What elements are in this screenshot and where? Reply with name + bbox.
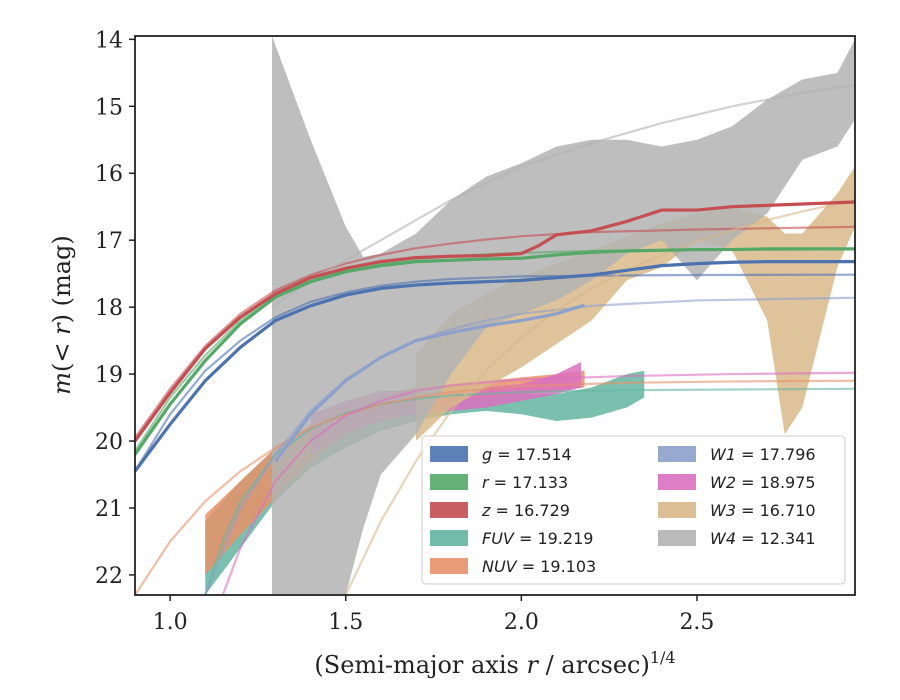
w3-legend-swatch [658,502,696,518]
r-measured-line [135,247,855,456]
plot-frame [134,35,856,596]
w2-model-line [221,371,855,595]
w4-band [271,36,855,595]
y-tick-label: 22 [95,564,123,589]
w2-legend-label: W2 = 18.975 [710,473,816,492]
x-axis-ticks: 1.0 1.5 2.0 2.5 [153,595,714,635]
w2-legend-swatch [658,474,696,490]
w1-legend-label: W1 = 17.796 [710,445,816,464]
legend: g = 17.514 r = 17.133 z = 16.729 FUV = 19.2… [421,435,846,585]
r-model-line [135,248,855,452]
x-tick-label: 1.5 [328,610,363,635]
measured-curves [135,200,855,473]
w3-legend-label: W3 = 16.710 [710,501,816,520]
y-tick-label: 18 [95,296,123,321]
x-tick-label: 2.0 [504,610,539,635]
x-tick-label: 1.0 [153,610,188,635]
w4-model-line [271,83,855,309]
y-tick-label: 15 [95,95,123,120]
g-legend-swatch [430,446,468,462]
legend-box [421,435,846,585]
z-measured-line [135,200,855,442]
z-legend-swatch [430,502,468,518]
nuv-legend-swatch [430,558,468,574]
w1-measured-line [274,303,586,463]
w4-legend-label: W4 = 12.341 [710,529,816,548]
fuv-legend-label: FUV = 19.219 [482,529,593,548]
g-legend-label: g = 17.514 [482,445,572,464]
r-legend-swatch [430,474,468,490]
y-tick-label: 16 [95,162,123,187]
z-legend-label: z = 16.729 [481,501,570,520]
y-axis-label: m(< r) (mag) [48,235,76,395]
g-measured-line [135,260,855,473]
w3-band [415,166,855,442]
x-tick-label: 2.5 [679,610,714,635]
nuv-legend-label: NUV = 19.103 [482,557,596,576]
x-axis-label: (Semi-major axis r / arcsec)1/4 [314,648,675,679]
y-tick-label: 14 [95,28,123,53]
y-axis-ticks: 14 15 16 17 18 19 20 21 22 [95,28,135,589]
y-tick-label: 20 [95,430,123,455]
y-tick-label: 21 [95,497,123,522]
fuv-legend-swatch [430,530,468,546]
y-tick-label: 17 [95,229,123,254]
y-tick-label: 19 [95,363,123,388]
r-legend-label: r = 17.133 [482,473,568,492]
w1-legend-swatch [658,446,696,462]
w4-legend-swatch [658,530,696,546]
